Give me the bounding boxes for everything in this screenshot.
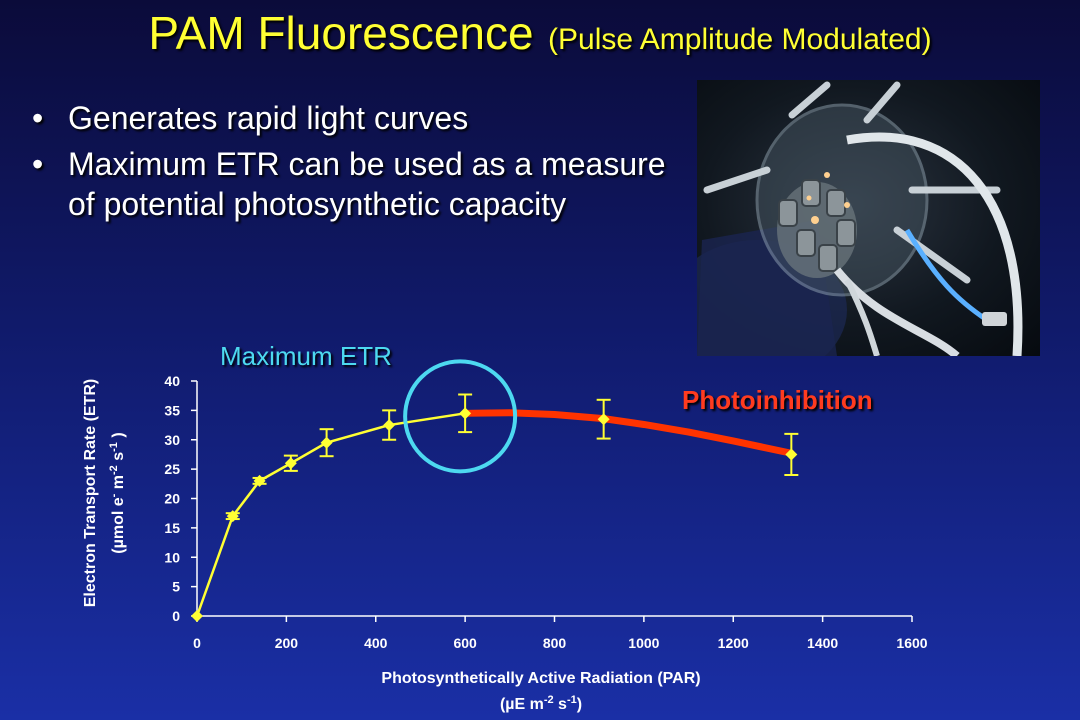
x-axis-unit: (µE m-2 s-1) <box>500 694 582 713</box>
y-tick-labels: 0 5 10 15 20 25 30 35 40 <box>164 373 180 624</box>
x-tick-label: 400 <box>364 635 388 651</box>
data-point <box>597 413 610 426</box>
data-point <box>191 610 203 622</box>
y-axis-label: Electron Transport Rate (ETR) <box>82 379 99 607</box>
y-tick-label: 15 <box>164 520 180 536</box>
x-tick-label: 1600 <box>896 635 927 651</box>
x-tick-label: 800 <box>543 635 567 651</box>
x-tick-label: 0 <box>193 635 201 651</box>
slide-title: PAM Fluorescence (Pulse Amplitude Modula… <box>0 6 1080 60</box>
x-tick-label: 600 <box>453 635 477 651</box>
bullet-item: Generates rapid light curves <box>30 98 670 138</box>
y-tick-label: 25 <box>164 461 180 477</box>
y-tick-label: 10 <box>164 549 180 565</box>
y-tick-label: 0 <box>172 608 180 624</box>
data-point <box>253 474 266 487</box>
y-tick-label: 30 <box>164 432 180 448</box>
max-etr-highlight-circle <box>403 359 518 474</box>
x-tick-label: 1000 <box>628 635 659 651</box>
bullet-list: Generates rapid light curves Maximum ETR… <box>30 98 670 230</box>
x-tick-labels: 0 200 400 600 800 1000 1200 1400 1600 <box>193 635 928 651</box>
data-point <box>284 457 297 470</box>
chart-axes <box>191 380 913 622</box>
pam-fluorometer-photo <box>697 80 1040 356</box>
data-point <box>320 436 333 449</box>
y-tick-label: 35 <box>164 402 180 418</box>
photoinhibition-fit-line <box>461 409 795 457</box>
data-point <box>226 510 239 523</box>
y-tick-label: 40 <box>164 373 180 389</box>
x-tick-label: 1400 <box>807 635 838 651</box>
photo-illustration <box>697 81 1023 356</box>
data-series <box>191 359 799 622</box>
x-tick-label: 200 <box>275 635 299 651</box>
y-tick-label: 5 <box>172 579 180 595</box>
data-point <box>785 448 798 461</box>
data-point <box>383 419 396 432</box>
y-tick-label: 20 <box>164 491 180 507</box>
x-tick-label: 1200 <box>718 635 749 651</box>
photoinhibition-annotation: Photoinhibition <box>682 385 873 415</box>
max-etr-annotation: Maximum ETR <box>220 341 392 371</box>
data-point <box>459 407 472 420</box>
title-subtitle: (Pulse Amplitude Modulated) <box>548 23 932 56</box>
title-main: PAM Fluorescence <box>148 7 534 59</box>
x-axis-label: Photosynthetically Active Radiation (PAR… <box>381 670 700 687</box>
etr-light-curve-chart: 0 5 10 15 20 25 30 35 40 0 200 400 600 800 1000 1200 14… <box>82 359 928 713</box>
bullet-item: Maximum ETR can be used as a measure of … <box>30 144 670 224</box>
y-axis-unit: (µmol e- m-2 s-1 ) <box>108 432 127 553</box>
